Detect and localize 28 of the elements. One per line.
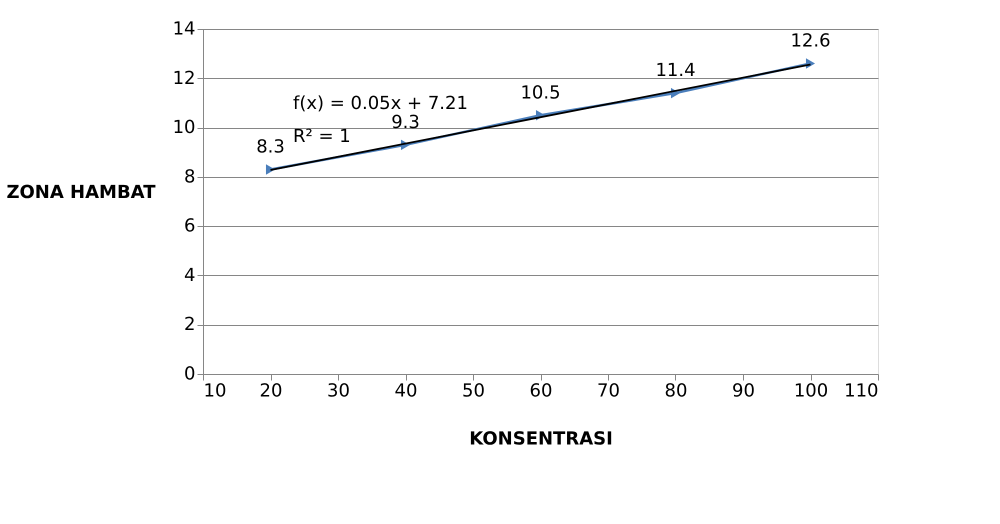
y-tick-label: 0 [184, 364, 196, 384]
x-tick-label: 20 [260, 380, 282, 402]
x-tick-label: 100 [794, 380, 828, 402]
annotation: f(x) = 0.05x + 7.21 [293, 93, 468, 114]
data-label: 8.3 [256, 136, 285, 158]
x-tick-label: 40 [394, 380, 418, 402]
data-label: 9.3 [391, 112, 420, 133]
data-label: 12.6 [790, 30, 831, 52]
data-label: 11.4 [655, 60, 696, 82]
x-tick-label: 80 [664, 380, 688, 402]
annotation: R² = 1 [293, 126, 351, 147]
x-tick-label: 10 [204, 380, 226, 402]
y-tick-label: 8 [184, 166, 196, 188]
x-tick-label: 70 [597, 380, 620, 402]
y-tick-label: 10 [172, 117, 196, 138]
y-tick-label: 6 [184, 216, 196, 237]
x-tick-label: 110 [844, 380, 878, 402]
data-label: 10.5 [520, 82, 561, 104]
x-tick-label: 60 [530, 380, 552, 402]
x-tick-label: 30 [327, 380, 350, 402]
x-tick-label: 50 [462, 380, 485, 402]
y-tick-label: 2 [184, 314, 196, 336]
x-tick-label: 90 [732, 380, 755, 402]
y-axis-title: ZONA HAMBAT [6, 182, 156, 203]
y-tick-label: 14 [172, 18, 196, 40]
x-axis-title: KONSENTRASI [469, 428, 613, 450]
y-tick-label: 12 [172, 68, 196, 89]
y-tick-label: 4 [184, 264, 196, 286]
